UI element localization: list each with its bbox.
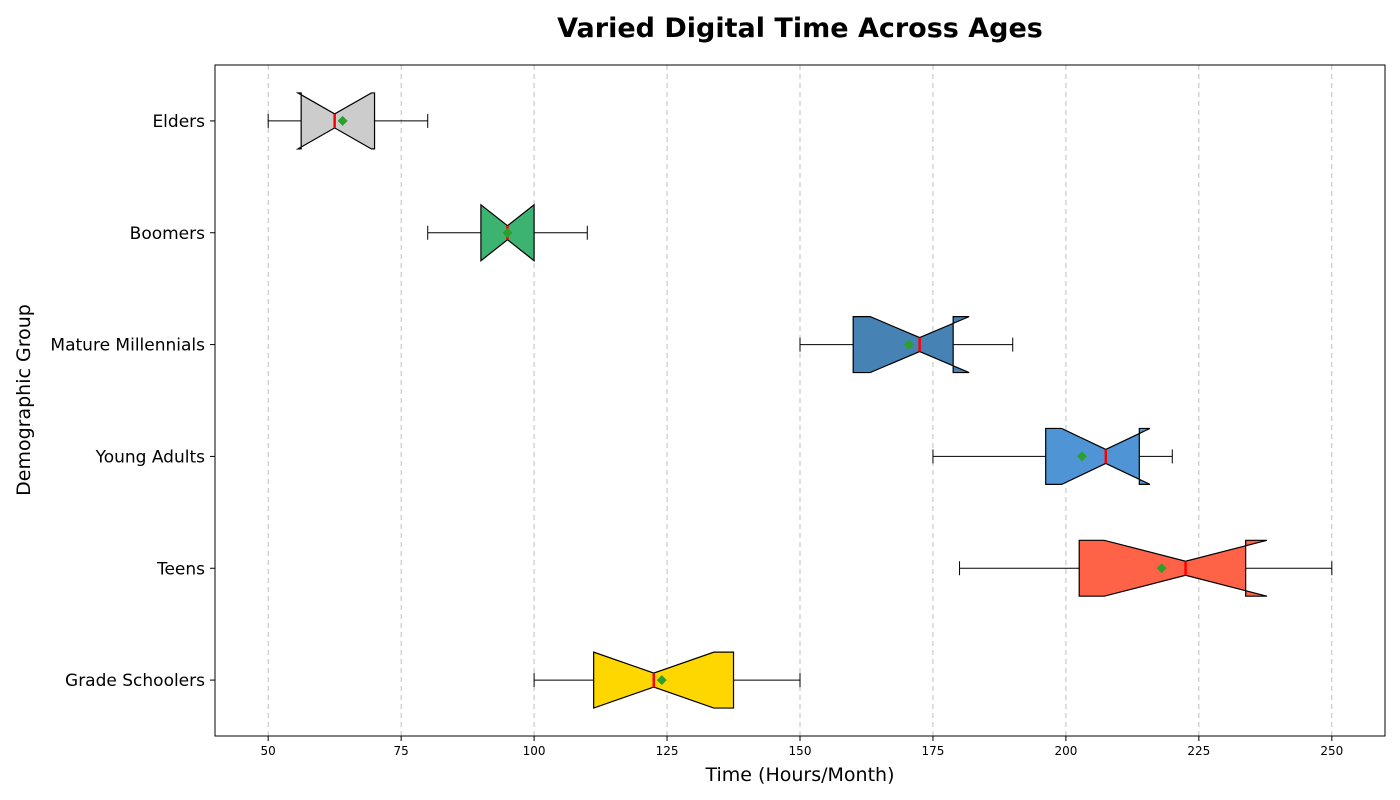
y-tick-label: Teens xyxy=(156,559,205,579)
x-tick-label: 100 xyxy=(523,744,546,758)
mean-marker xyxy=(1076,451,1087,462)
x-tick-label: 250 xyxy=(1320,744,1343,758)
box-group xyxy=(799,316,1014,374)
y-tick-label: Young Adults xyxy=(95,447,206,467)
x-tick-label: 225 xyxy=(1187,744,1210,758)
box-body xyxy=(295,92,376,150)
box-group xyxy=(932,427,1173,485)
y-tick-label: Boomers xyxy=(130,224,205,244)
y-axis-ticks: Grade Schoolers Teens Young Adults Mature M… xyxy=(50,112,215,691)
y-tick-label: Mature Millennials xyxy=(50,336,205,356)
mean-marker xyxy=(1156,563,1167,574)
x-tick-label: 125 xyxy=(656,744,679,758)
box-series xyxy=(267,92,1333,709)
x-tick-label: 50 xyxy=(261,744,276,758)
box-body xyxy=(1078,539,1268,597)
mean-marker xyxy=(337,115,348,126)
box-body xyxy=(1045,427,1151,485)
x-tick-label: 175 xyxy=(922,744,945,758)
box-group xyxy=(533,651,801,709)
mean-marker xyxy=(502,227,513,238)
box-group xyxy=(427,203,588,262)
mean-marker xyxy=(904,339,915,350)
x-tick-label: 150 xyxy=(789,744,812,758)
chart-title: Varied Digital Time Across Ages xyxy=(557,13,1043,44)
y-axis-label: Demographic Group xyxy=(13,304,35,496)
grid-lines xyxy=(267,65,1333,736)
box-group xyxy=(959,539,1333,597)
y-tick-label: Grade Schoolers xyxy=(65,671,205,691)
y-tick-label: Elders xyxy=(152,112,205,132)
x-tick-label: 200 xyxy=(1054,744,1077,758)
box-group xyxy=(267,92,429,150)
x-tick-label: 75 xyxy=(393,744,408,758)
x-axis-label: Time (Hours/Month) xyxy=(705,764,895,786)
x-axis-ticks: 50 75 100 125 150 175 200 225 250 xyxy=(261,736,1343,758)
mean-marker xyxy=(656,675,667,686)
